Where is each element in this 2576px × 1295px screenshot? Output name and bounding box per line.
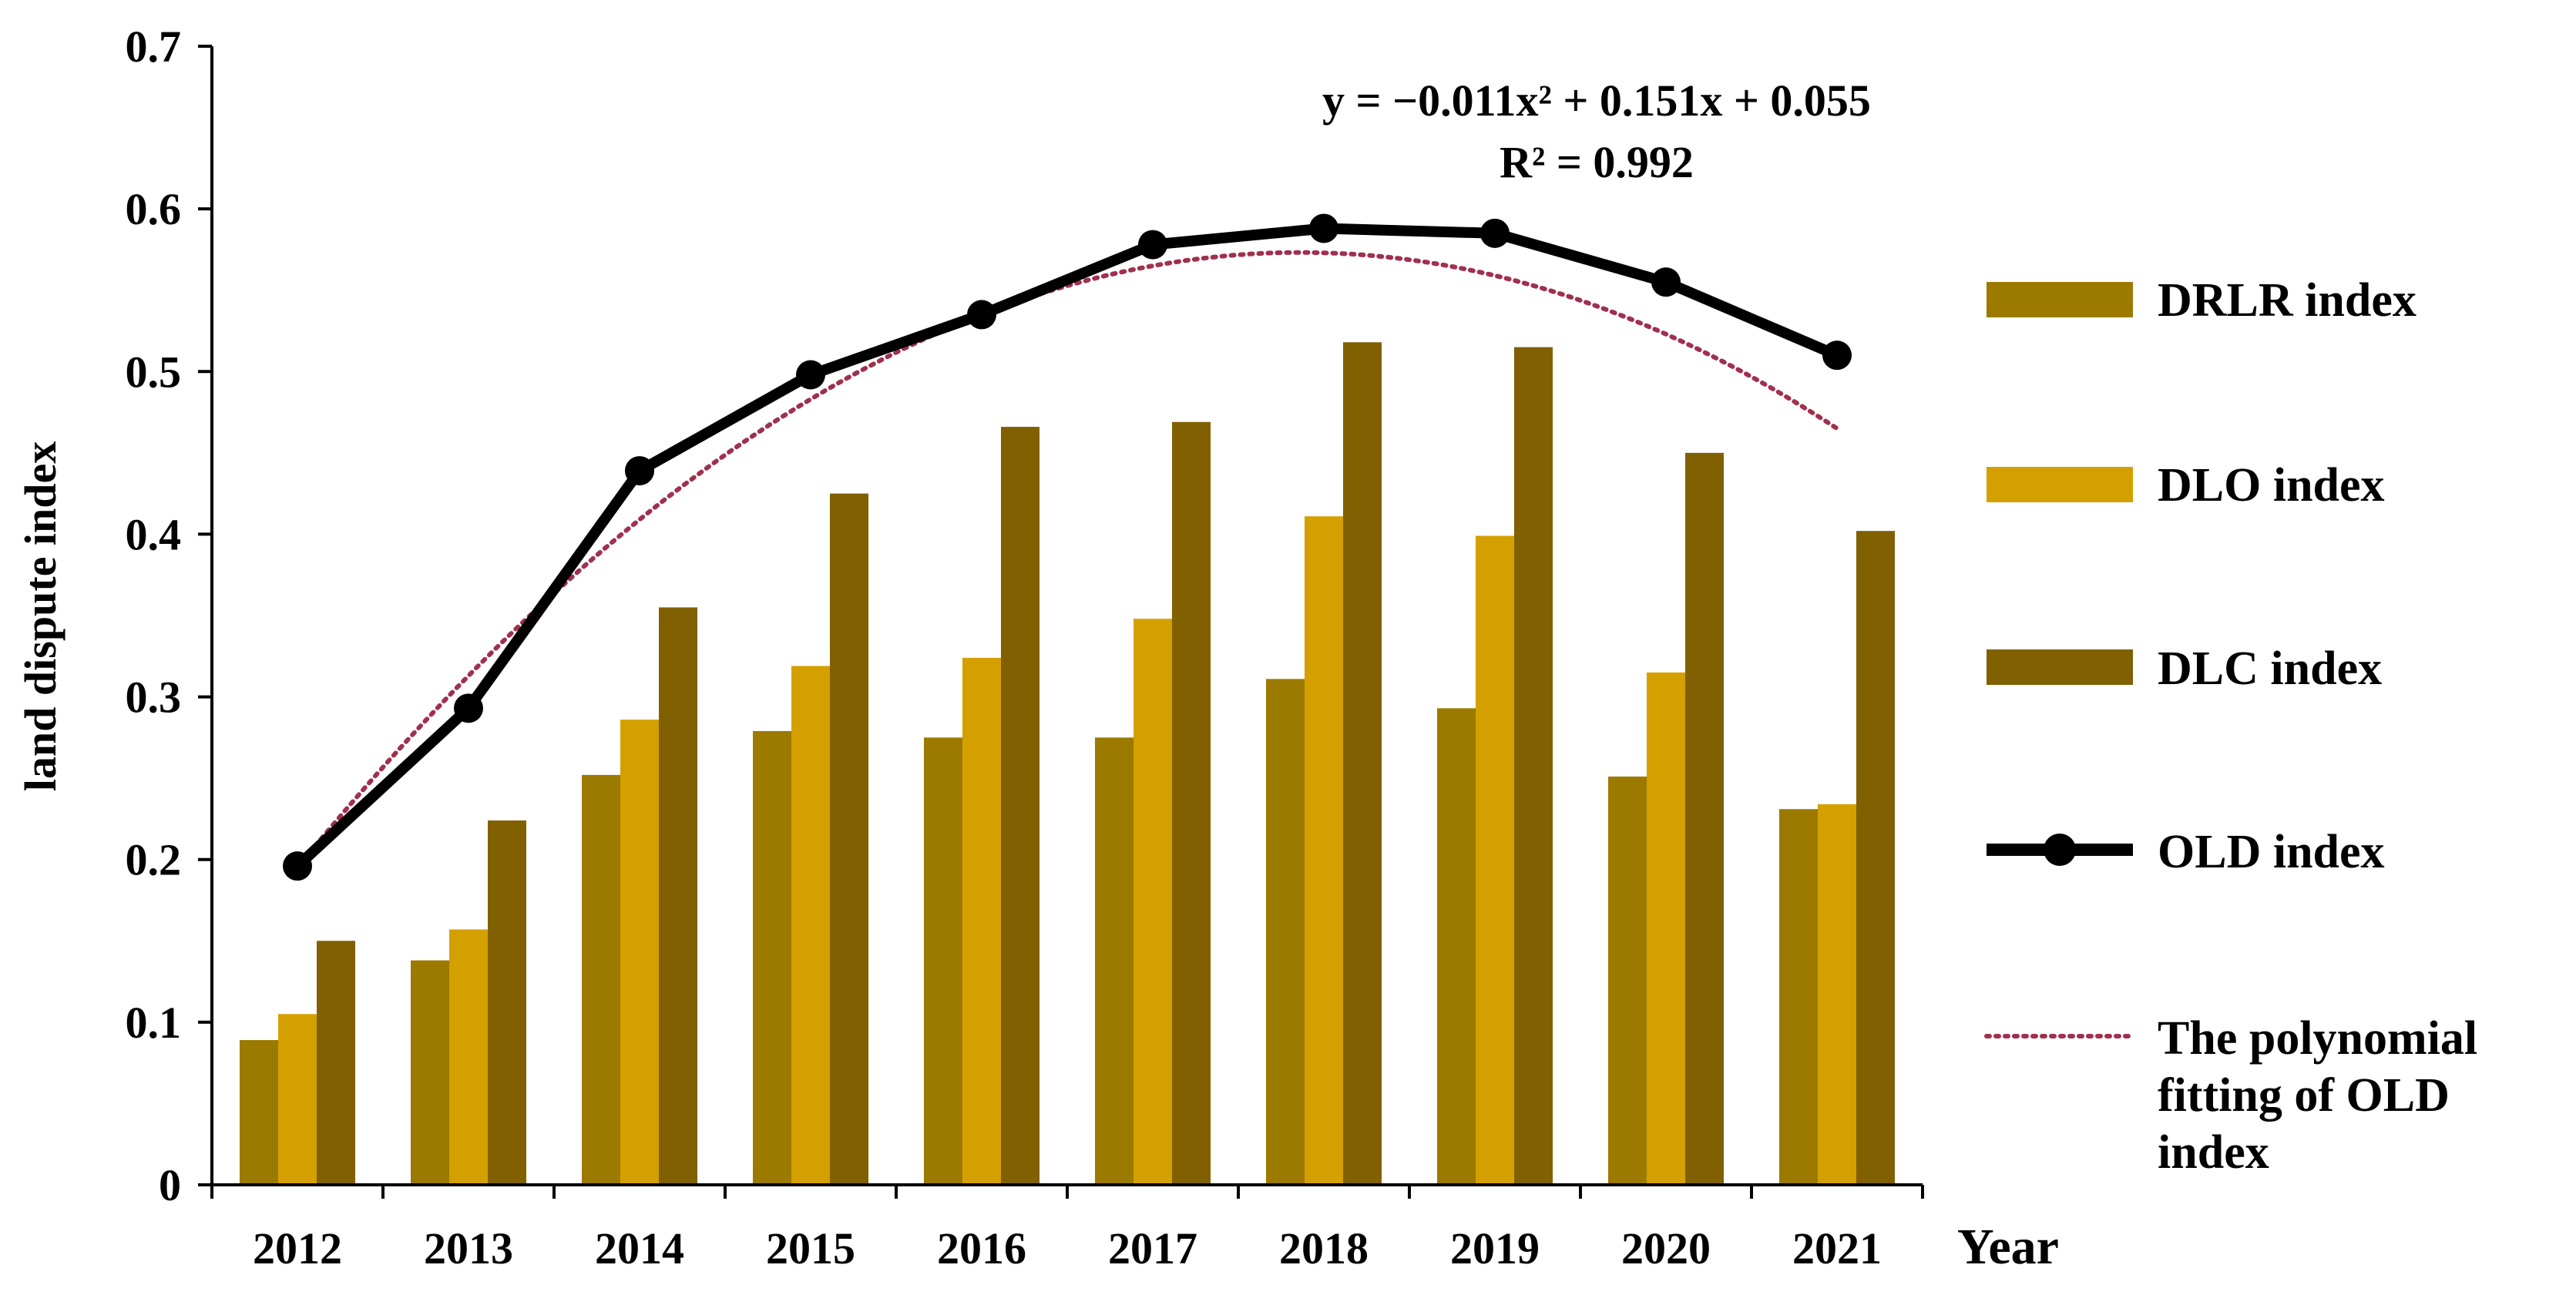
x-tick-label: 2014 bbox=[595, 1223, 684, 1273]
legend-label-old: OLD index bbox=[2158, 826, 2385, 878]
bar-drlr bbox=[1095, 737, 1134, 1185]
bar-dlc bbox=[830, 493, 868, 1185]
y-tick-label: 0.1 bbox=[126, 998, 182, 1048]
y-tick-label: 0.7 bbox=[126, 22, 182, 72]
y-tick-label: 0.6 bbox=[126, 184, 182, 234]
bar-dlc bbox=[1172, 421, 1211, 1185]
bar-dlo bbox=[1134, 619, 1172, 1185]
x-tick-label: 2019 bbox=[1450, 1223, 1540, 1273]
legend-label-dlc: DLC index bbox=[2158, 642, 2382, 695]
x-tick-label: 2016 bbox=[937, 1223, 1026, 1273]
bar-dlo bbox=[791, 666, 830, 1185]
trendline-r-squared: R² = 0.992 bbox=[1500, 137, 1694, 187]
bar-drlr bbox=[582, 774, 620, 1185]
x-tick-label: 2021 bbox=[1792, 1223, 1882, 1273]
old-index-point bbox=[283, 851, 312, 881]
old-index-line bbox=[294, 223, 1839, 871]
legend-swatch-drlr bbox=[1987, 282, 2133, 317]
x-axis-label: Year bbox=[1957, 1219, 2059, 1275]
bar-dlo bbox=[1818, 804, 1856, 1185]
bar-drlr bbox=[924, 737, 962, 1185]
lines-layer bbox=[283, 213, 1852, 881]
legend-label-dlo: DLO index bbox=[2158, 459, 2385, 512]
old-index-point bbox=[1651, 267, 1681, 297]
bar-dlc bbox=[1685, 452, 1724, 1185]
bar-drlr bbox=[240, 1040, 278, 1185]
bars-layer bbox=[240, 342, 1895, 1186]
bar-dlo bbox=[1647, 672, 1685, 1185]
old-index-point bbox=[1138, 230, 1167, 260]
x-tick-label: 2013 bbox=[424, 1223, 513, 1273]
bar-dlc bbox=[1514, 347, 1553, 1186]
old-index-point bbox=[1822, 341, 1852, 371]
bar-dlo bbox=[1305, 516, 1343, 1185]
polynomial-fit-line bbox=[295, 250, 1839, 871]
old-index-point bbox=[1309, 213, 1338, 243]
bar-dlo bbox=[1476, 535, 1514, 1185]
y-tick-label: 0.5 bbox=[126, 347, 182, 397]
legend-swatch-old-marker bbox=[2044, 834, 2076, 866]
y-tick-label: 0.3 bbox=[126, 673, 182, 723]
legend-swatch-dlo bbox=[1987, 467, 2133, 502]
bar-dlc bbox=[1001, 427, 1039, 1185]
legend-swatch-dlc bbox=[1987, 649, 2133, 685]
x-tick-label: 2017 bbox=[1108, 1223, 1197, 1273]
legend-label-poly: The polynomial fitting of OLD index bbox=[2158, 1012, 2477, 1179]
y-tick-label: 0.2 bbox=[126, 835, 182, 885]
trendline-equation: y = −0.011x² + 0.151x + 0.055 bbox=[1322, 75, 1871, 126]
y-tick-label: 0.4 bbox=[126, 509, 182, 559]
bar-drlr bbox=[1608, 777, 1647, 1185]
x-tick-label: 2015 bbox=[766, 1223, 855, 1273]
x-tick-label: 2018 bbox=[1279, 1223, 1369, 1273]
bar-dlc bbox=[1343, 342, 1382, 1185]
y-tick-label: 0 bbox=[159, 1160, 181, 1210]
old-index-point bbox=[796, 360, 825, 390]
bar-drlr bbox=[1779, 809, 1818, 1185]
old-index-point bbox=[454, 693, 483, 723]
old-index-point bbox=[967, 300, 996, 330]
bar-dlc bbox=[1856, 531, 1895, 1185]
legend: DRLR index DLO index DLC index OLD index… bbox=[1984, 274, 2477, 1179]
y-axis-label: land dispute index bbox=[15, 441, 65, 792]
bar-drlr bbox=[753, 730, 791, 1185]
x-tick-label: 2012 bbox=[253, 1223, 342, 1273]
bar-drlr bbox=[1266, 679, 1305, 1185]
bar-dlc bbox=[317, 941, 355, 1185]
ticks-layer: 0 0.1 0.2 0.3 0.4 0.5 0.6 0.7 2012 2013 2014 2015 20… bbox=[126, 22, 1924, 1273]
bar-dlo bbox=[278, 1014, 317, 1185]
bar-dlo bbox=[962, 657, 1001, 1185]
legend-label-drlr: DRLR index bbox=[2158, 274, 2416, 327]
x-tick-label: 2020 bbox=[1621, 1223, 1711, 1273]
bar-dlc bbox=[659, 607, 697, 1185]
old-index-point bbox=[1480, 218, 1510, 248]
bar-dlc bbox=[488, 820, 526, 1185]
bar-drlr bbox=[1437, 708, 1476, 1185]
bar-dlo bbox=[620, 720, 659, 1185]
old-index-point bbox=[625, 456, 654, 486]
bar-dlo bbox=[449, 929, 488, 1185]
bar-drlr bbox=[411, 960, 449, 1185]
